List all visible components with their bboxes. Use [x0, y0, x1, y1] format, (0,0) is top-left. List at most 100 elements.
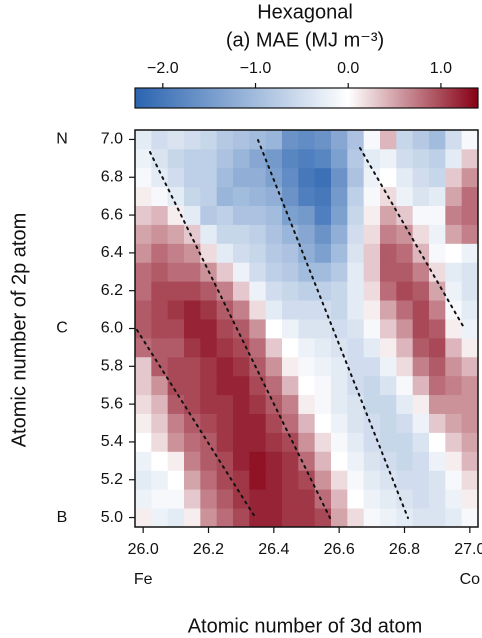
heatmap-cell: [429, 375, 446, 396]
heatmap-cell: [184, 508, 201, 528]
x-tick-label: 26.4: [258, 541, 289, 558]
heatmap-cell: [396, 281, 414, 301]
heatmap-cell: [314, 186, 332, 207]
heatmap-cell: [233, 489, 250, 509]
heatmap-cell: [429, 413, 446, 433]
heatmap-cell: [331, 451, 348, 471]
heatmap-cell: [184, 186, 201, 207]
heatmap-cell: [445, 356, 463, 377]
heatmap-cell: [445, 394, 463, 414]
heatmap-cell: [135, 394, 152, 414]
heatmap-cell: [216, 356, 234, 377]
heatmap-cell: [347, 508, 365, 528]
heatmap-cell: [347, 130, 365, 150]
heatmap-cell: [347, 243, 365, 263]
heatmap-cell: [167, 148, 185, 169]
heatmap-cell: [461, 319, 479, 339]
heatmap-cell: [314, 356, 332, 377]
heatmap-cell: [363, 186, 381, 207]
y-element-label: B: [57, 509, 68, 526]
heatmap-cell: [233, 413, 250, 433]
heatmap-cell: [184, 148, 201, 169]
x-tick-label: 26.8: [389, 541, 420, 558]
heatmap-cell: [331, 394, 348, 414]
heatmap-cell: [282, 337, 299, 358]
heatmap-cell: [461, 413, 479, 433]
heatmap-cell: [151, 148, 169, 169]
heatmap-cell: [200, 356, 218, 377]
heatmap-cell: [282, 375, 299, 396]
heatmap-cell: [184, 262, 201, 282]
heatmap-cell: [282, 167, 299, 188]
heatmap-cell: [200, 186, 218, 207]
heatmap-cell: [233, 300, 250, 320]
heatmap-cell: [265, 375, 283, 396]
heatmap-cell: [249, 243, 267, 263]
heatmap-cell: [461, 224, 479, 244]
heatmap-cell: [396, 432, 414, 452]
heatmap-cell: [151, 167, 169, 188]
heatmap-cell: [200, 243, 218, 263]
heatmap-cell: [151, 224, 169, 244]
y-tick-label: 6.6: [101, 206, 123, 223]
heatmap-cell: [412, 432, 430, 452]
heatmap-cell: [429, 167, 446, 188]
heatmap-cell: [461, 148, 479, 169]
heatmap-cell: [200, 130, 218, 150]
heatmap-cell: [363, 130, 381, 150]
heatmap-cell: [216, 375, 234, 396]
heatmap-cell: [298, 413, 316, 433]
heatmap-cell: [363, 375, 381, 396]
heatmap-cell: [396, 167, 414, 188]
heatmap-cell: [233, 356, 250, 377]
heatmap-cell: [282, 489, 299, 509]
heatmap-cell: [298, 281, 316, 301]
heatmap-cell: [347, 413, 365, 433]
guide-line: [149, 151, 331, 519]
heatmap-cell: [461, 243, 479, 263]
heatmap-cell: [249, 262, 267, 282]
heatmap-cell: [347, 281, 365, 301]
y-tick-label: 5.8: [101, 358, 123, 375]
heatmap-cell: [135, 167, 152, 188]
heatmap-cell: [233, 470, 250, 490]
heatmap-cell: [363, 262, 381, 282]
heatmap-cell: [167, 262, 185, 282]
heatmap-cell: [445, 319, 463, 339]
heatmap-cell: [151, 470, 169, 490]
heatmap-cell: [282, 319, 299, 339]
colorbar-tick-label: 1.0: [430, 60, 452, 77]
heatmap-cell: [216, 186, 234, 207]
heatmap-cell: [200, 300, 218, 320]
heatmap-cell: [331, 262, 348, 282]
heatmap-cell: [282, 394, 299, 414]
heatmap-cell: [380, 130, 397, 150]
heatmap-cell: [445, 470, 463, 490]
heatmap-cell: [363, 337, 381, 358]
heatmap-cell: [249, 148, 267, 169]
heatmap-cell: [151, 451, 169, 471]
heatmap-cell: [200, 394, 218, 414]
heatmap-cell: [331, 319, 348, 339]
heatmap-cell: [314, 262, 332, 282]
heatmap-cell: [298, 432, 316, 452]
heatmap-cell: [412, 148, 430, 169]
heatmap-cell: [445, 186, 463, 207]
heatmap-cell: [265, 470, 283, 490]
heatmap-cell: [249, 281, 267, 301]
heatmap-cell: [200, 508, 218, 528]
heatmap-cell: [200, 470, 218, 490]
guide-line: [359, 147, 464, 327]
heatmap-cell: [412, 470, 430, 490]
heatmap-cell: [249, 337, 267, 358]
heatmap-cell: [314, 167, 332, 188]
heatmap-cell: [380, 394, 397, 414]
heatmap-cell: [282, 413, 299, 433]
heatmap-cell: [200, 451, 218, 471]
heatmap-cell: [298, 508, 316, 528]
heatmap-cell: [363, 356, 381, 377]
heatmap-cell: [396, 489, 414, 509]
heatmap-cell: [151, 281, 169, 301]
heatmap-cell: [298, 451, 316, 471]
heatmap-cell: [445, 300, 463, 320]
